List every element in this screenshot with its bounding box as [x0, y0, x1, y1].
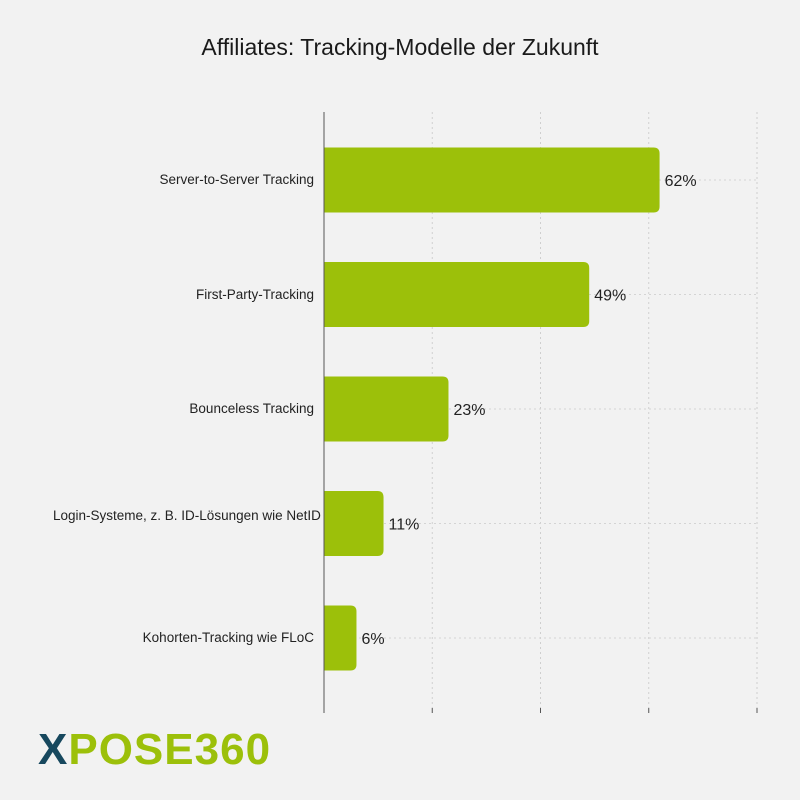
data-label: 62%	[665, 173, 697, 190]
bar	[324, 262, 590, 327]
chart-title: Affiliates: Tracking-Modelle der Zukunft	[201, 34, 599, 60]
category-label: Server-to-Server Tracking	[159, 172, 314, 187]
category-label: Login-Systeme, z. B. ID-Lösungen wie Net…	[53, 507, 321, 523]
bar	[324, 147, 660, 213]
data-label: 11%	[389, 517, 420, 534]
data-label: 6%	[361, 631, 384, 648]
category-label: Bounceless Tracking	[189, 401, 314, 416]
category-label: Kohorten-Tracking wie FLoC	[142, 630, 314, 645]
data-label: 23%	[453, 402, 485, 419]
bar	[324, 491, 384, 556]
xpose360-logo: XPOSE360	[38, 726, 271, 774]
bar	[324, 376, 449, 442]
bar	[324, 605, 357, 671]
logo-text: POSE360	[68, 725, 272, 774]
data-label: 49%	[594, 288, 626, 305]
logo-x: X	[38, 725, 69, 774]
category-label: First-Party-Tracking	[195, 286, 314, 302]
